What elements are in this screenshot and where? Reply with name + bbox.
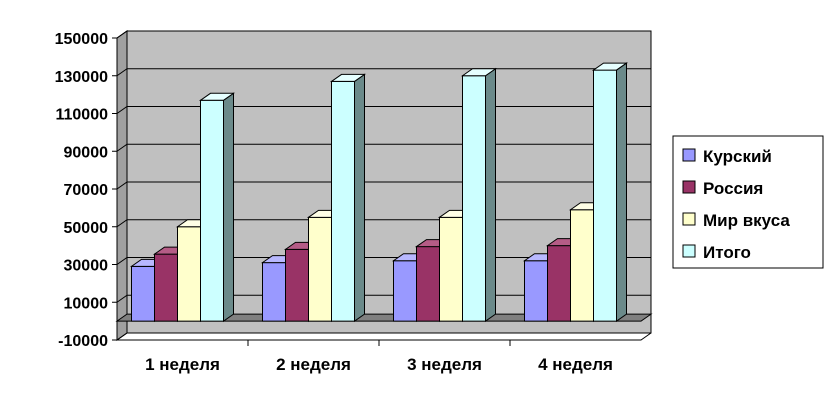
legend-label: Россия xyxy=(703,179,763,198)
y-tick-label: 150000 xyxy=(55,31,108,48)
gridline xyxy=(116,30,651,39)
legend-label: Мир вкуса xyxy=(703,211,790,230)
bar xyxy=(591,62,629,323)
legend-label: Курский xyxy=(703,147,772,166)
legend-swatch xyxy=(682,244,696,258)
legend-swatch xyxy=(682,212,696,226)
legend-swatch xyxy=(682,148,696,162)
y-tick-label: -10000 xyxy=(58,333,108,350)
x-tick-label: 4 неделя xyxy=(538,355,613,374)
x-tick-label: 3 неделя xyxy=(407,355,482,374)
x-tick-label: 2 неделя xyxy=(276,355,351,374)
y-tick-label: 70000 xyxy=(64,182,109,199)
bar xyxy=(460,67,498,323)
legend-swatch xyxy=(682,180,696,194)
y-tick-label: 130000 xyxy=(55,69,108,86)
gridline xyxy=(116,332,651,341)
y-tick-label: 10000 xyxy=(64,295,109,312)
bar xyxy=(329,73,367,323)
y-tick-label: 110000 xyxy=(55,107,108,124)
x-tick-label: 1 неделя xyxy=(145,355,220,374)
y-tick-label: 30000 xyxy=(64,258,109,275)
legend xyxy=(672,135,824,269)
y-tick-label: 90000 xyxy=(64,144,109,161)
legend-label: Итого xyxy=(703,243,751,262)
x-axis xyxy=(117,332,652,341)
bar xyxy=(198,92,236,323)
y-tick-label: 50000 xyxy=(64,220,109,237)
